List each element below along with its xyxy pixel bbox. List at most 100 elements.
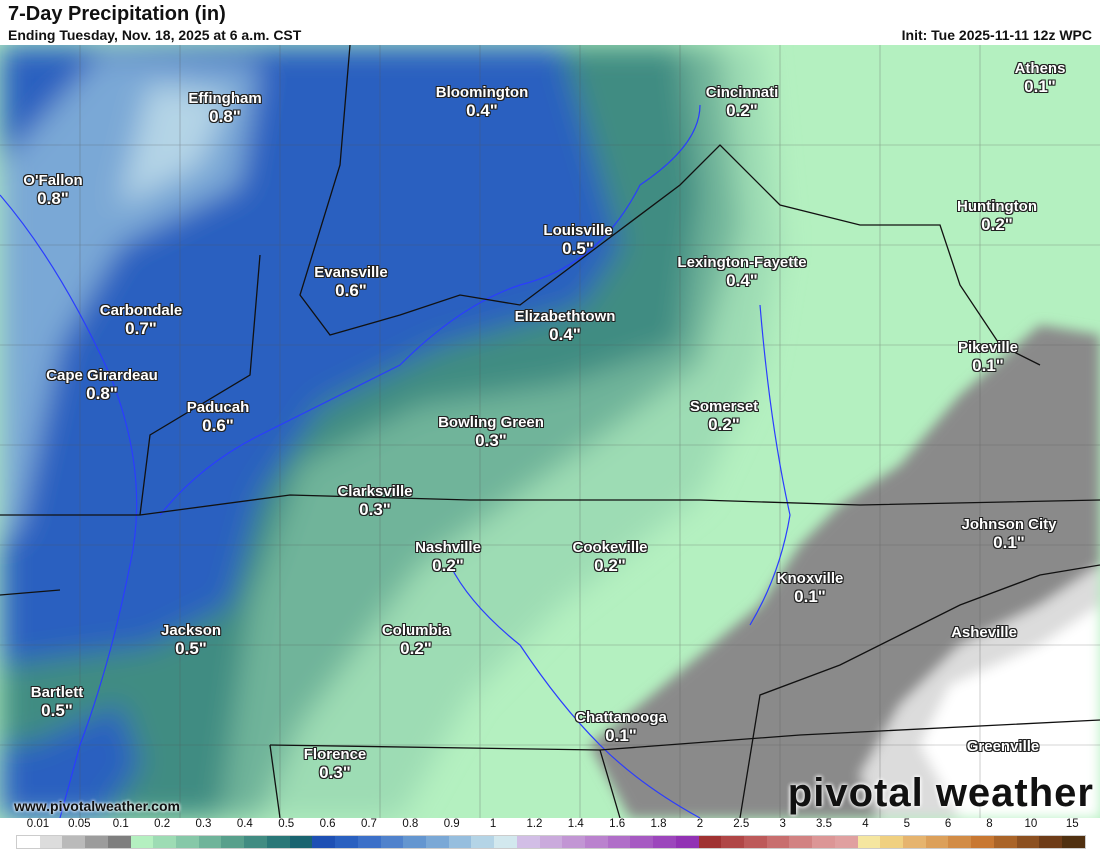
city-precip-value: 0.5"	[562, 239, 594, 258]
city-label: Effingham 0.8"	[188, 90, 261, 126]
colorbar-tick-label: 0.7	[360, 818, 377, 830]
colorbar-tick-label: 4	[862, 818, 869, 830]
colorbar-swatch	[789, 836, 813, 848]
city-precip-value: 0.7"	[125, 319, 157, 338]
city-precip-value: 0.2"	[400, 639, 432, 658]
city-label: Louisville 0.5"	[543, 222, 612, 258]
colorbar-swatch	[675, 836, 699, 848]
colorbar-swatch	[176, 836, 199, 848]
colorbar-swatch	[834, 836, 858, 848]
city-precip-value: 0.2"	[981, 215, 1013, 234]
city-name: Somerset	[689, 398, 759, 415]
colorbar-swatch	[948, 836, 972, 848]
colorbar-swatch	[698, 836, 722, 848]
colorbar-tick-label: 0.2	[154, 818, 171, 830]
state-borders	[0, 45, 1100, 818]
colorbar-tick-label: 0.9	[443, 818, 460, 830]
city-name: Columbia	[381, 622, 451, 639]
city-precip-value: 0.1"	[1024, 77, 1056, 96]
colorbar-swatch	[403, 836, 426, 848]
city-label: Bloomington 0.4"	[436, 84, 528, 120]
city-name: Elizabethtown	[514, 308, 616, 325]
city-precip-value: 0.8"	[209, 107, 241, 126]
city-label: Columbia 0.2"	[382, 622, 450, 658]
city-name: Cincinnati	[705, 84, 779, 101]
city-precip-value: 0.1"	[972, 356, 1004, 375]
colorbar-swatch	[903, 836, 926, 848]
city-label: Asheville	[951, 624, 1017, 642]
city-precip-value: 0.1"	[794, 587, 826, 606]
city-name: Greenville	[966, 738, 1040, 755]
city-name: Bartlett	[30, 684, 84, 701]
colorbar-swatch	[448, 836, 472, 848]
city-label: Elizabethtown 0.4"	[515, 308, 616, 344]
city-label: Bowling Green 0.3"	[438, 414, 544, 450]
city-precip-value: 0.1"	[605, 726, 637, 745]
colorbar-tick-label: 1.8	[650, 818, 667, 830]
city-name: Chattanooga	[575, 709, 667, 726]
colorbar-legend: 0.01 0.05 0.1 0.2 0.3 0.4 0.5 0.6 0.7 0.8 0.9 1 1.2 1…	[16, 818, 1086, 850]
colorbar-tick-label: 3.5	[816, 818, 833, 830]
city-label: Florence 0.3"	[304, 746, 367, 782]
city-label: Clarksville 0.3"	[337, 483, 412, 519]
colorbar-swatch	[357, 836, 381, 848]
city-name: Clarksville	[337, 483, 413, 500]
city-precip-value: 0.6"	[335, 281, 367, 300]
city-name: Bloomington	[435, 84, 529, 101]
colorbar-swatch	[221, 836, 245, 848]
colorbar-swatch	[607, 836, 631, 848]
colorbar-tick-label: 0.6	[319, 818, 336, 830]
city-label: Jackson 0.5"	[161, 622, 221, 658]
city-label: Huntington 0.2"	[957, 198, 1037, 234]
colorbar-swatch	[494, 836, 517, 848]
colorbar-tick-label: 1.6	[609, 818, 626, 830]
colorbar-swatch	[744, 836, 767, 848]
colorbar-labels: 0.01 0.05 0.1 0.2 0.3 0.4 0.5 0.6 0.7 0.8 0.9 1 1.2 1…	[16, 818, 1086, 833]
city-precip-value: 0.4"	[466, 101, 498, 120]
colorbar-swatch	[584, 836, 608, 848]
city-precip-value: 0.2"	[594, 556, 626, 575]
colorbar-swatch	[198, 836, 222, 848]
city-label: Nashville 0.2"	[415, 539, 481, 575]
colorbar-tick-label: 2	[696, 818, 704, 830]
city-precip-value: 0.3"	[319, 763, 351, 782]
colorbar-tick-label: 0.1	[112, 818, 129, 830]
city-name: Effingham	[188, 90, 262, 107]
city-label: Cincinnati 0.2"	[706, 84, 779, 120]
precipitation-map[interactable]: Effingham 0.8" Bloomington 0.4" Cincinnati 0.…	[0, 45, 1100, 818]
colorbar-swatch	[425, 836, 449, 848]
city-name: Pikeville	[957, 339, 1019, 356]
colorbar-swatch	[335, 836, 358, 848]
county-borders	[0, 45, 1100, 818]
city-name: Cape Girardeau	[46, 367, 158, 384]
colorbar-swatches	[16, 835, 1086, 849]
colorbar-swatch	[562, 836, 585, 848]
city-label: Athens 0.1"	[1015, 60, 1066, 96]
city-label: Lexington-Fayette 0.4"	[677, 254, 806, 290]
colorbar-swatch	[812, 836, 835, 848]
city-name: Johnson City	[961, 516, 1057, 533]
city-name: O'Fallon	[23, 172, 83, 189]
city-name: Nashville	[415, 539, 481, 556]
colorbar-swatch	[1016, 836, 1040, 848]
colorbar-tick-label: 0.3	[195, 818, 212, 830]
city-label: Evansville 0.6"	[314, 264, 387, 300]
colorbar-swatch	[289, 836, 313, 848]
city-label: Carbondale 0.7"	[100, 302, 183, 338]
colorbar-swatch	[653, 836, 676, 848]
colorbar-tick-label: 10	[1024, 818, 1038, 830]
city-label: Chattanooga 0.1"	[575, 709, 667, 745]
colorbar-swatch	[130, 836, 154, 848]
colorbar-swatch	[766, 836, 790, 848]
city-name: Cookeville	[572, 539, 648, 556]
city-name: Jackson	[160, 622, 222, 639]
city-precip-value: 0.5"	[41, 701, 73, 720]
city-name: Evansville	[314, 264, 388, 281]
website-credit: www.pivotalweather.com	[14, 798, 180, 814]
city-name: Lexington-Fayette	[677, 254, 807, 271]
city-label: Greenville	[967, 738, 1040, 756]
colorbar-tick-label: 3	[779, 818, 786, 830]
colorbar-tick-label: 15	[1065, 818, 1079, 830]
colorbar-swatch	[471, 836, 495, 848]
colorbar-tick-label: 0.01	[26, 818, 50, 830]
